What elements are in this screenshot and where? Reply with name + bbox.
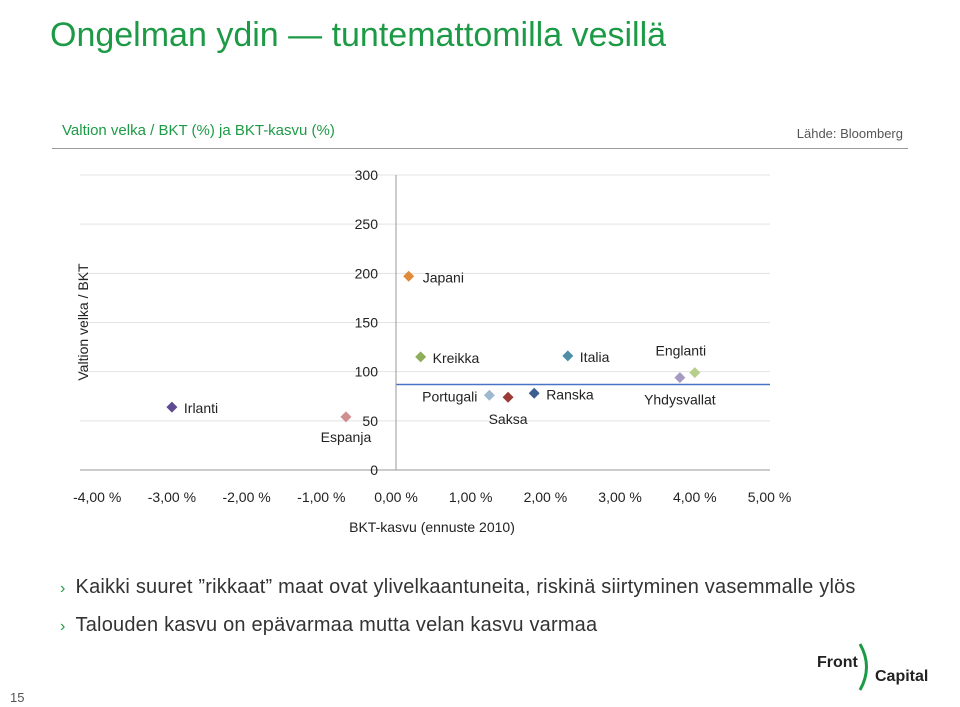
data-point-espanja xyxy=(340,411,352,423)
data-point-japani xyxy=(403,270,415,282)
y-axis-label: Valtion velka / BKT xyxy=(75,263,91,381)
data-label-ranska: Ranska xyxy=(546,386,594,402)
y-tick-label-150: 150 xyxy=(355,315,379,331)
x-tick-label-7: 3,00 % xyxy=(598,489,642,505)
x-axis-label: BKT-kasvu (ennuste 2010) xyxy=(349,519,515,535)
slide-title: Ongelman ydin — tuntemattomilla vesillä xyxy=(50,16,667,54)
data-point-italia xyxy=(562,350,574,362)
logo-front-text: Front xyxy=(817,654,858,671)
data-label-italia: Italia xyxy=(580,349,610,365)
x-tick-label-3: -1,00 % xyxy=(297,489,345,505)
x-tick-label-4: 0,00 % xyxy=(374,489,418,505)
bullet-marker-icon: › xyxy=(60,580,66,597)
subtitle-divider xyxy=(52,148,908,149)
y-tick-label-300: 300 xyxy=(355,167,379,183)
grid-lines xyxy=(80,174,770,422)
bullet-item-1: › Kaikki suuret ”rikkaat” maat ovat ylive… xyxy=(60,576,856,599)
y-tick-label-0: 0 xyxy=(370,462,378,478)
chart-title: Valtion velka / BKT (%) ja BKT-kasvu (%) xyxy=(62,122,335,139)
data-label-espanja: Espanja xyxy=(321,429,372,445)
y-tick-label-100: 100 xyxy=(355,364,379,380)
data-point-yhdysvallat xyxy=(674,372,686,384)
y-tick-label-250: 250 xyxy=(355,216,379,232)
x-tick-label-5: 1,00 % xyxy=(449,489,493,505)
x-tick-label-1: -3,00 % xyxy=(148,489,196,505)
data-label-portugali: Portugali xyxy=(422,388,477,404)
x-tick-label-9: 5,00 % xyxy=(748,489,792,505)
data-label-irlanti: Irlanti xyxy=(184,400,218,416)
bullet-marker-icon: › xyxy=(60,618,66,635)
bullet-text-2: Talouden kasvu on epävarmaa mutta velan … xyxy=(75,614,598,636)
data-label-saksa: Saksa xyxy=(489,411,528,427)
data-point-englanti xyxy=(689,367,701,379)
logo-bracket-icon xyxy=(858,643,868,691)
data-label-englanti: Englanti xyxy=(656,343,707,359)
data-point-ranska xyxy=(528,387,540,399)
data-point-irlanti xyxy=(166,401,178,413)
scatter-chart: 0 50 100 150 200 250 300 -4,00 % -3,00 % -2,00 % -… xyxy=(73,167,791,535)
data-point-portugali xyxy=(483,389,495,401)
data-label-yhdysvallat: Yhdysvallat xyxy=(644,392,716,408)
y-tick-label-200: 200 xyxy=(355,265,379,281)
axes xyxy=(80,175,770,471)
data-point-saksa xyxy=(502,391,514,403)
data-label-japani: Japani xyxy=(423,269,464,285)
bullet-text-1: Kaikki suuret ”rikkaat” maat ovat ylivel… xyxy=(75,576,856,598)
tick-labels: 0 50 100 150 200 250 300 -4,00 % -3,00 % -2,00 % -… xyxy=(73,167,791,505)
data-point-kreikka xyxy=(415,351,427,363)
y-tick-label-50: 50 xyxy=(362,413,378,429)
source-label: Lähde: Bloomberg xyxy=(796,126,903,141)
x-tick-label-6: 2,00 % xyxy=(524,489,568,505)
x-tick-label-2: -2,00 % xyxy=(222,489,270,505)
data-points: Japani Kreikka Italia Englanti Yhdysvallat Po… xyxy=(166,269,716,445)
bullet-item-2: › Talouden kasvu on epävarmaa mutta velan… xyxy=(60,614,597,637)
x-tick-label-0: -4,00 % xyxy=(73,489,121,505)
x-tick-label-8: 4,00 % xyxy=(673,489,717,505)
front-capital-logo: Front Capital xyxy=(815,642,930,692)
page-number: 15 xyxy=(10,690,25,705)
data-label-kreikka: Kreikka xyxy=(433,350,480,366)
logo-capital-text: Capital xyxy=(875,668,929,685)
